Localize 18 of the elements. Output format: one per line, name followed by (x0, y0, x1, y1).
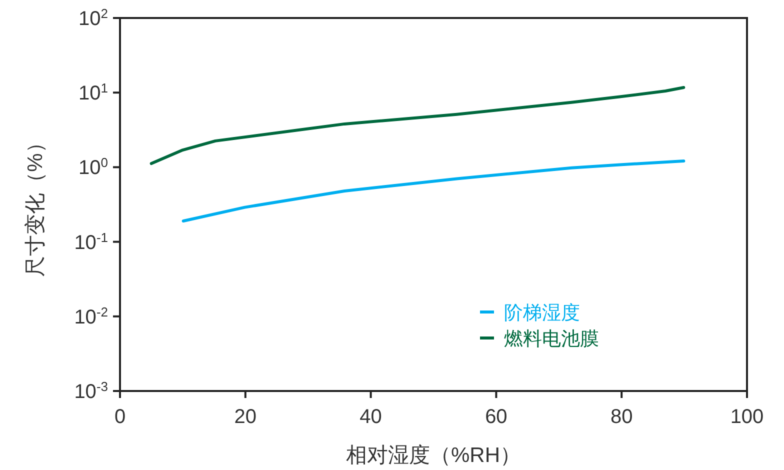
legend-label: 阶梯湿度 (504, 302, 580, 324)
x-tick-label: 40 (360, 406, 382, 428)
y-tick-label: 10$^{-2}$ (74, 304, 108, 328)
y-tick-label: 10$^{-3}$ (74, 378, 108, 403)
x-tick-label: 0 (114, 406, 126, 428)
y-tick-label: 10$^{-1}$ (74, 229, 108, 254)
x-tick-label: 20 (234, 406, 257, 428)
x-tick-label: 60 (485, 406, 508, 428)
y-tick-label: 10$^{0}$ (78, 154, 108, 180)
legend-label: 燃料电池膜 (504, 329, 599, 350)
y-tick-label: 10$^{1}$ (78, 80, 108, 105)
y-tick-label: 10$^{2}$ (78, 6, 108, 30)
x-axis-title: 相对湿度（%RH） (346, 444, 522, 467)
x-tick-label: 100 (730, 406, 764, 428)
y-axis-title: 尺寸变化（%） (24, 132, 47, 277)
x-tick-label: 80 (610, 406, 633, 428)
line-series (182, 160, 686, 223)
line-series (150, 86, 686, 166)
